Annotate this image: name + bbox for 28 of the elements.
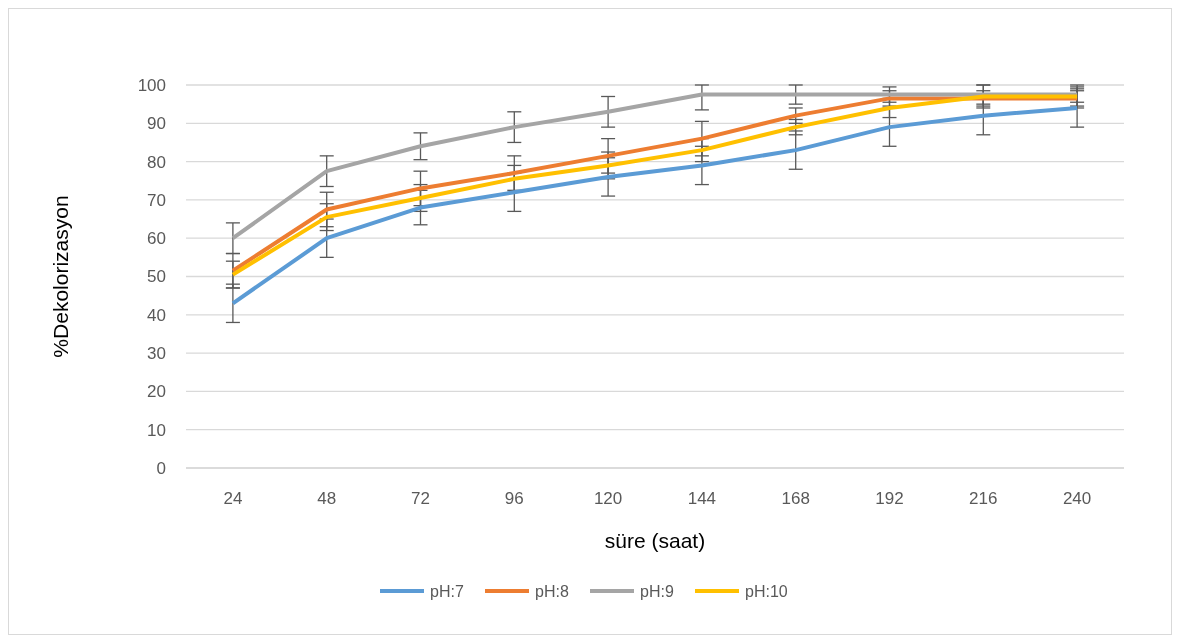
x-tick-label: 72 xyxy=(411,489,430,508)
x-tick-label: 144 xyxy=(687,489,717,508)
x-tick-label: 48 xyxy=(317,489,337,508)
y-axis-title: %Dekolorizasyon xyxy=(49,195,72,358)
legend-label: pH:9 xyxy=(640,582,674,600)
x-tick-label: 168 xyxy=(781,489,810,508)
y-tick-label: 90 xyxy=(147,114,166,134)
x-tick-label: 120 xyxy=(593,489,623,508)
legend-label: pH:10 xyxy=(745,582,788,600)
y-tick-label: 70 xyxy=(147,190,166,210)
y-tick-label: 20 xyxy=(147,382,166,402)
y-tick-label: 100 xyxy=(137,75,166,95)
line-series xyxy=(230,105,1080,306)
y-tick-label: 50 xyxy=(147,267,166,287)
x-axis-title: süre (saat) xyxy=(604,529,706,552)
x-tick-label: 240 xyxy=(1062,489,1092,508)
legend-label: pH:8 xyxy=(535,582,569,600)
legend-label: pH:7 xyxy=(430,582,464,600)
y-tick-label: 10 xyxy=(147,420,166,440)
x-tick-label: 216 xyxy=(969,489,998,508)
y-tick-label: 80 xyxy=(147,152,166,172)
y-tick-label: 60 xyxy=(147,229,166,249)
x-tick-label: 24 xyxy=(223,489,243,508)
y-tick-label: 30 xyxy=(147,344,166,364)
x-tick-label: 192 xyxy=(875,489,904,508)
y-tick-label: 40 xyxy=(147,305,166,325)
y-tick-label: 0 xyxy=(156,458,166,478)
x-tick-label: 96 xyxy=(504,489,524,508)
